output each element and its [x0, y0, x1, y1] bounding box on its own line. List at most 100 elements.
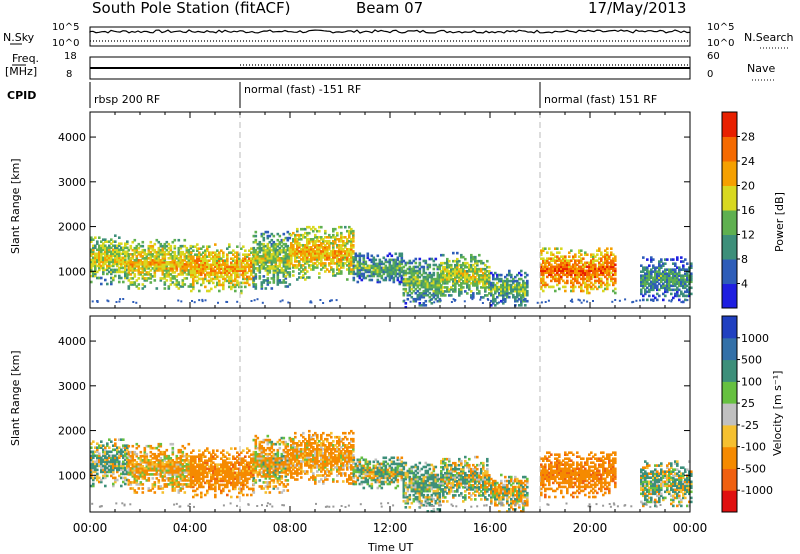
echo-cell	[654, 274, 657, 277]
echo-cell	[350, 264, 353, 267]
echo-cell	[422, 283, 426, 287]
echo-cell	[540, 257, 543, 260]
echo-cell	[135, 261, 139, 264]
echo-cell	[544, 261, 547, 265]
echo-cell	[298, 260, 301, 263]
echo-cell	[576, 279, 579, 283]
echo-cell	[642, 286, 645, 290]
echo-cell	[644, 274, 647, 277]
echo-cell	[190, 485, 193, 489]
echo-cell	[464, 272, 467, 275]
echo-cell	[436, 275, 440, 279]
echo-cell	[268, 267, 272, 270]
echo-cell	[546, 257, 549, 260]
echo-cell	[406, 293, 410, 297]
echo-cell	[135, 465, 139, 468]
echo-cell	[102, 268, 105, 272]
echo-cell	[185, 267, 189, 270]
echo-cell	[108, 260, 111, 264]
echo-cell	[145, 253, 149, 256]
echo-cell	[358, 260, 362, 264]
echo-cell	[472, 267, 475, 271]
echo-cell	[516, 291, 519, 295]
echo-cell	[167, 459, 171, 462]
echo-cell	[258, 269, 262, 272]
echo-cell	[222, 263, 225, 267]
echo-cell	[266, 283, 270, 286]
echo-cell	[338, 262, 341, 265]
echo-cell	[222, 449, 225, 452]
echo-cell	[686, 262, 689, 265]
echo-cell	[106, 240, 109, 243]
echo-cell	[510, 287, 513, 291]
echo-cell	[578, 269, 581, 273]
echo-cell	[187, 473, 191, 476]
echo-cell	[175, 471, 179, 474]
echo-cell	[104, 472, 107, 476]
echo-cell	[167, 477, 171, 480]
echo-cell	[110, 456, 113, 460]
echo-cell	[314, 266, 317, 269]
echo-cell	[246, 281, 249, 285]
echo-cell	[143, 265, 147, 268]
echo-cell	[94, 466, 97, 470]
echo-cell	[194, 455, 197, 458]
echo-cell	[446, 286, 449, 289]
echo-cell	[242, 481, 245, 485]
echo-cell	[189, 246, 193, 250]
echo-cell	[540, 251, 543, 254]
echo-cell	[288, 261, 292, 264]
echo-cell	[662, 262, 665, 265]
echo-cell	[444, 290, 447, 293]
echo-cell	[242, 467, 245, 471]
echo-cell	[302, 258, 305, 261]
echo-cell	[652, 286, 655, 290]
echo-cell	[484, 278, 487, 281]
echo-cell	[226, 261, 229, 265]
echo-cell	[244, 479, 247, 483]
echo-cell	[276, 283, 280, 286]
echo-cell	[216, 469, 219, 473]
echo-cell	[450, 286, 453, 289]
echo-cell	[133, 275, 137, 278]
echo-cell	[126, 448, 129, 452]
echo-cell	[104, 244, 107, 248]
echo-cell	[232, 463, 235, 466]
echo-cell	[126, 466, 129, 470]
echo-cell	[350, 248, 353, 251]
echo-cell	[222, 471, 225, 475]
echo-cell	[422, 267, 426, 271]
echo-cell	[504, 293, 507, 297]
echo-cell	[680, 268, 683, 271]
echo-cell	[145, 267, 149, 270]
echo-cell	[316, 229, 319, 233]
echo-cell	[173, 263, 177, 266]
echo-cell	[596, 279, 599, 283]
echo-cell	[250, 247, 253, 250]
echo-cell	[340, 256, 343, 259]
echo-cell	[376, 264, 380, 268]
echo-cell	[173, 277, 177, 280]
echo-cell	[340, 250, 343, 253]
echo-cell	[135, 259, 139, 262]
echo-cell	[438, 283, 442, 287]
echo-cell	[608, 257, 611, 260]
echo-cell	[454, 272, 457, 275]
echo-cell	[316, 238, 319, 241]
echo-cell	[192, 459, 195, 462]
echo-cell	[578, 281, 581, 285]
echo-cell	[508, 295, 511, 299]
echo-cell	[390, 264, 394, 268]
echo-cell	[568, 269, 571, 273]
echo-cell	[640, 264, 643, 267]
echo-cell	[264, 253, 268, 256]
echo-cell	[348, 240, 351, 243]
echo-cell	[167, 285, 171, 288]
echo-cell	[226, 271, 229, 275]
echo-cell	[187, 477, 191, 480]
echo-cell	[398, 282, 402, 286]
echo-cell	[230, 475, 233, 479]
echo-cell	[236, 471, 239, 475]
echo-cell	[90, 266, 93, 270]
echo-cell	[284, 253, 288, 256]
